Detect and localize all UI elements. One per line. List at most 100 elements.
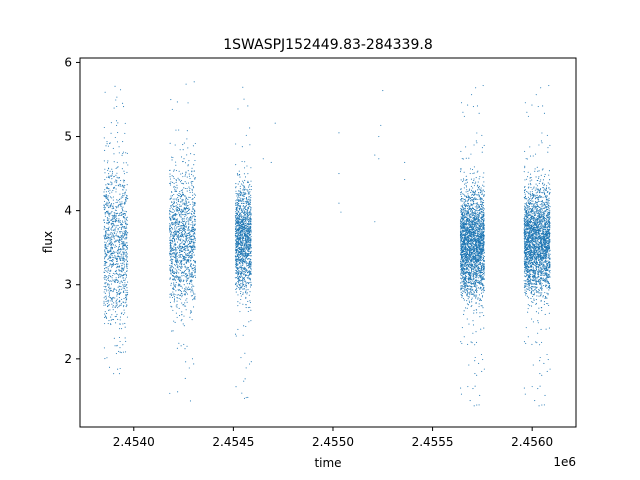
data-point — [115, 279, 117, 281]
data-point — [125, 222, 127, 224]
data-point — [120, 212, 122, 214]
data-point — [187, 102, 189, 104]
data-point — [185, 299, 187, 301]
data-point — [236, 263, 238, 265]
data-point — [188, 239, 190, 241]
data-point — [182, 230, 184, 233]
data-point — [178, 195, 180, 197]
data-point — [106, 141, 108, 143]
data-point — [194, 295, 196, 297]
data-point — [174, 240, 176, 242]
data-point — [118, 177, 120, 179]
data-point — [187, 198, 189, 201]
data-point — [471, 248, 474, 250]
data-point — [191, 183, 193, 185]
data-point — [237, 328, 239, 330]
data-point — [178, 269, 180, 271]
data-point — [246, 249, 249, 251]
data-point — [110, 264, 112, 266]
data-point — [249, 202, 251, 204]
data-point — [238, 181, 240, 183]
data-point — [185, 171, 187, 173]
data-point — [170, 239, 172, 241]
data-point — [106, 219, 108, 222]
data-point — [235, 236, 237, 238]
data-point — [194, 219, 197, 221]
data-point — [104, 268, 106, 270]
data-point — [193, 208, 195, 210]
data-point — [120, 235, 122, 237]
data-point — [190, 239, 192, 241]
data-point — [235, 232, 237, 234]
data-point — [122, 274, 125, 277]
data-point — [242, 259, 245, 261]
data-point — [242, 247, 244, 249]
data-point — [179, 191, 181, 193]
data-point — [173, 193, 175, 196]
data-point — [119, 243, 121, 245]
data-point — [460, 387, 462, 389]
data-point — [123, 263, 125, 265]
data-point — [248, 196, 250, 198]
data-point — [113, 207, 115, 209]
data-point — [243, 288, 246, 290]
data-point — [174, 190, 176, 192]
data-point — [466, 197, 468, 199]
data-point — [244, 214, 246, 216]
data-point — [250, 167, 252, 169]
data-point — [127, 292, 129, 294]
data-point — [127, 223, 129, 225]
data-point — [473, 269, 475, 271]
data-point — [194, 159, 196, 162]
data-point — [108, 294, 111, 296]
data-point — [121, 224, 123, 226]
data-point — [111, 303, 113, 305]
data-point — [476, 285, 478, 287]
data-point — [186, 213, 188, 215]
data-point — [108, 293, 110, 295]
data-point — [108, 173, 110, 175]
data-point — [104, 296, 106, 298]
data-point — [119, 323, 121, 325]
data-point — [117, 131, 119, 134]
data-point — [184, 293, 186, 295]
data-point — [124, 132, 126, 134]
data-point — [115, 167, 117, 170]
data-point — [121, 257, 123, 259]
data-point — [192, 290, 194, 292]
data-point — [117, 318, 119, 321]
data-point — [186, 216, 188, 218]
data-point — [242, 253, 244, 256]
data-point — [235, 190, 237, 192]
data-point — [118, 275, 120, 277]
data-point — [188, 173, 190, 175]
data-point — [104, 246, 106, 248]
data-point — [103, 258, 106, 260]
data-point — [193, 238, 195, 240]
data-point — [109, 280, 111, 282]
data-point — [179, 238, 181, 241]
data-point — [170, 258, 172, 260]
data-point — [187, 289, 189, 291]
data-point — [120, 197, 122, 199]
data-point — [121, 203, 123, 205]
data-point — [119, 222, 122, 224]
data-point — [248, 221, 250, 223]
data-point — [177, 261, 179, 263]
data-point — [116, 96, 118, 98]
data-point — [185, 286, 187, 288]
data-point — [173, 272, 175, 275]
data-point — [247, 258, 249, 260]
data-point — [462, 297, 464, 300]
data-point — [181, 272, 183, 275]
data-point — [477, 181, 479, 183]
data-point — [112, 189, 114, 191]
data-point — [186, 241, 188, 243]
data-point — [239, 233, 241, 235]
data-point — [235, 186, 237, 188]
data-point — [115, 179, 117, 181]
data-point — [250, 207, 252, 209]
data-point — [112, 262, 114, 264]
data-point — [243, 195, 245, 197]
data-point — [112, 242, 114, 244]
